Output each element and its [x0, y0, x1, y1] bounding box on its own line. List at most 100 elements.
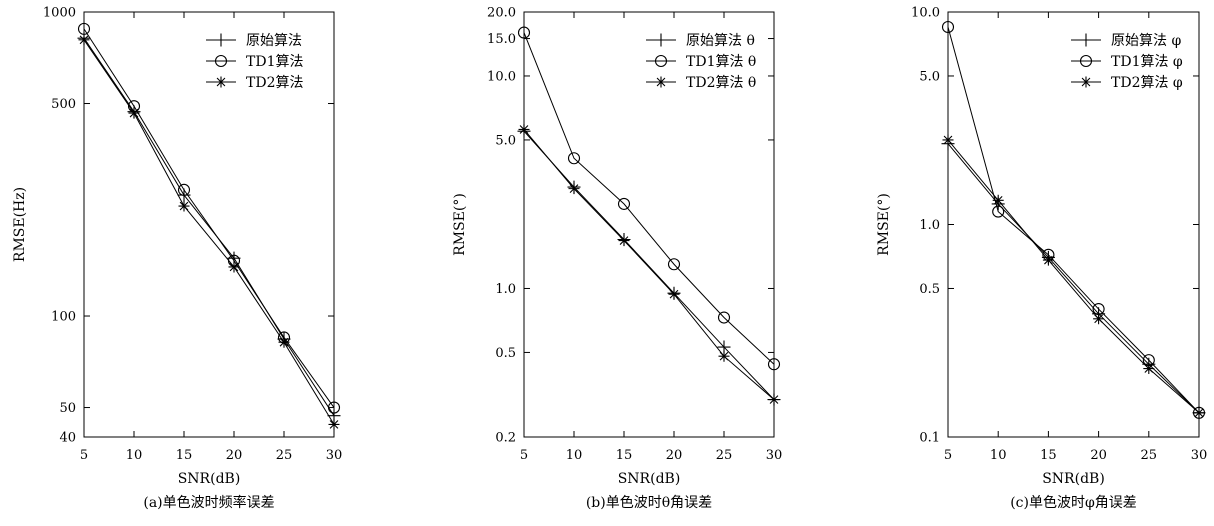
y-tick-label: 10.0: [487, 69, 516, 84]
chart-caption: (c)单色波时φ角误差: [1010, 494, 1137, 511]
data-point: [617, 197, 631, 210]
x-tick-label: 5: [944, 448, 952, 463]
data-point: [278, 336, 290, 348]
legend-marker: [654, 33, 668, 47]
x-tick-label: 15: [1040, 448, 1057, 463]
x-tick-label: 25: [716, 448, 733, 463]
data-point: [228, 261, 240, 273]
legend-label: 原始算法 θ: [686, 33, 755, 49]
data-point: [567, 152, 581, 165]
series-line: [947, 139, 1200, 414]
legend-marker: [655, 76, 667, 88]
data-point: [768, 394, 780, 406]
y-axis-label: RMSE(°): [452, 193, 468, 256]
legend-label: 原始算法: [246, 33, 302, 49]
y-axis-label: RMSE(Hz): [12, 187, 28, 262]
x-tick-label: 30: [326, 448, 343, 463]
x-axis-label: SNR(dB): [618, 471, 681, 487]
series-star: [942, 134, 1205, 419]
y-tick-label: 20.0: [487, 6, 516, 21]
series-line: [523, 129, 775, 400]
data-point: [667, 258, 681, 271]
data-point: [177, 183, 191, 196]
series-circle: [517, 26, 781, 371]
data-point: [942, 134, 954, 146]
x-tick-label: 20: [1090, 448, 1107, 463]
y-axis-label: RMSE(°): [876, 193, 892, 256]
y-tick-label: 50: [59, 401, 76, 416]
series-line: [83, 39, 335, 425]
data-point: [1193, 407, 1205, 419]
plot-frame: [523, 11, 775, 438]
legend-label: TD1算法 θ: [686, 54, 756, 70]
data-point: [1042, 254, 1054, 266]
legend: 原始算法 TD1算法 TD2算法: [206, 33, 303, 91]
legend-marker: [1079, 54, 1093, 68]
y-tick-label: 10.0: [911, 6, 940, 21]
legend: 原始算法 φ TD1算法 φ TD2算法 φ: [1071, 33, 1183, 91]
legend-label: TD1算法: [246, 54, 303, 70]
series-plus: [517, 124, 781, 407]
chart-caption: (b)单色波时θ角误差: [586, 494, 712, 511]
data-point: [128, 107, 140, 119]
data-point: [767, 358, 781, 371]
legend-marker: [1079, 33, 1093, 47]
data-point: [941, 20, 955, 34]
data-point: [718, 350, 730, 362]
y-tick-label: 0.2: [495, 431, 516, 446]
x-tick-label: 5: [520, 448, 528, 463]
data-point: [717, 311, 731, 324]
legend-label: TD2算法 φ: [1111, 75, 1183, 91]
series-line: [947, 26, 1200, 414]
data-point: [668, 288, 680, 300]
series-star: [518, 123, 780, 406]
chart-panel: 5 10 15 20 25 30 0.2 0.5 1.0 5.0 10.0 15.0 20.0 SNR(d…: [452, 6, 782, 512]
x-axis-label: SNR(dB): [178, 471, 241, 487]
chart-panel: 5 10 15 20 25 30 0.1 0.5 1.0 5.0 10.0 SNR(dB) RMSE(°…: [876, 6, 1207, 512]
x-tick-label: 10: [126, 448, 143, 463]
legend-label: TD2算法 θ: [686, 75, 756, 91]
y-tick-label: 0.5: [495, 346, 516, 361]
y-tick-label: 15.0: [487, 32, 516, 47]
series-line: [83, 28, 335, 408]
legend-label: TD2算法: [246, 75, 303, 91]
x-tick-label: 20: [666, 448, 683, 463]
data-point: [1093, 313, 1105, 325]
y-tick-label: 0.5: [919, 282, 940, 297]
y-tick-label: 1.0: [919, 218, 940, 233]
legend-label: 原始算法 φ: [1111, 33, 1181, 49]
legend-marker: [1080, 76, 1092, 88]
y-tick-label: 100: [51, 310, 76, 325]
x-tick-label: 20: [226, 448, 243, 463]
legend-marker: [214, 54, 228, 68]
legend-marker: [215, 76, 227, 88]
x-tick-label: 15: [616, 448, 633, 463]
data-point: [178, 200, 190, 212]
chart-panel: 5 10 15 20 25 30 40 50 100 500 1000 SNR(dB) RMSE(Hz)…: [12, 6, 342, 512]
chart-caption: (a)单色波时频率误差: [143, 494, 274, 511]
series-line: [947, 143, 1200, 414]
y-tick-label: 1.0: [495, 282, 516, 297]
x-tick-label: 25: [276, 448, 293, 463]
data-point: [78, 34, 90, 46]
series-line: [523, 32, 775, 365]
plot-frame: [83, 11, 335, 438]
y-tick-label: 5.0: [495, 133, 516, 148]
data-point: [992, 205, 1005, 218]
series-star: [78, 34, 340, 430]
x-axis-label: SNR(dB): [1042, 471, 1105, 487]
data-point: [518, 123, 530, 135]
y-tick-label: 1000: [43, 6, 76, 21]
x-tick-label: 25: [1141, 448, 1158, 463]
x-tick-label: 10: [990, 448, 1007, 463]
legend-marker: [654, 54, 668, 68]
y-tick-label: 0.1: [919, 431, 940, 446]
series-line: [83, 37, 335, 416]
series-circle: [77, 22, 341, 414]
y-tick-label: 500: [51, 97, 76, 112]
x-tick-label: 5: [80, 448, 88, 463]
data-point: [568, 183, 580, 195]
x-tick-label: 10: [566, 448, 583, 463]
data-point: [327, 401, 341, 414]
